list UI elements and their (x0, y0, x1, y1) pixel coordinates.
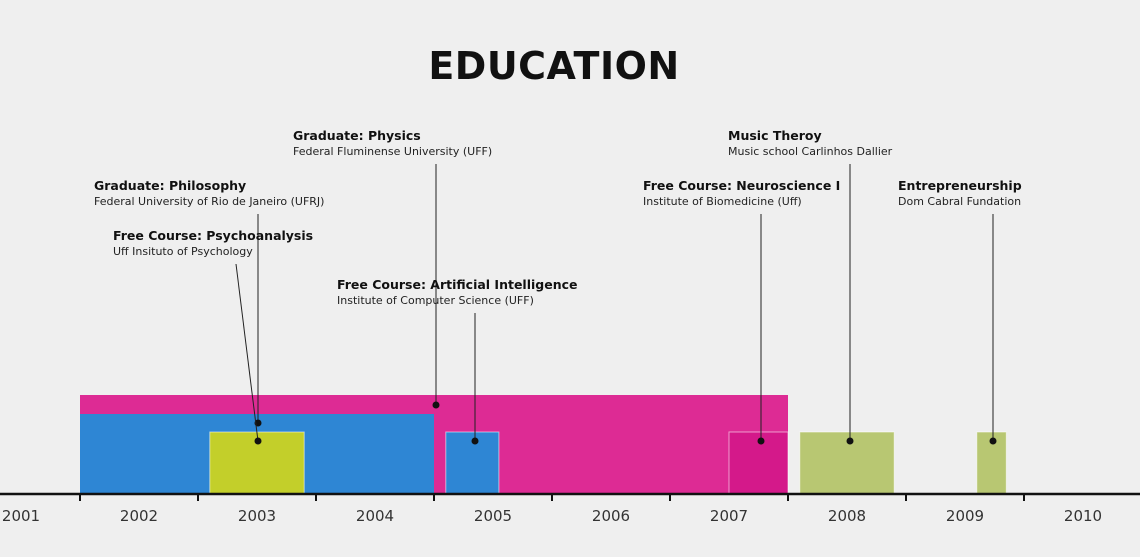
page-title: EDUCATION (428, 44, 680, 88)
entry-institution: Music school Carlinhos Dallier (728, 145, 893, 158)
year-label: 2010 (1064, 507, 1102, 525)
entry-title: Entrepreneurship (898, 178, 1022, 193)
entry-label-entrepreneurship: Entrepreneurship Dom Cabral Fundation (898, 178, 1022, 209)
entry-institution: Federal Fluminense University (UFF) (293, 145, 493, 158)
entry-institution: Federal University of Rio de Janeiro (UF… (94, 195, 325, 208)
year-label: 2006 (592, 507, 630, 525)
year-label: 2005 (474, 507, 512, 525)
marker-dot-entrepreneurship (989, 437, 997, 445)
entry-institution: Dom Cabral Fundation (898, 195, 1022, 208)
entry-label-music: Music Theroy Music school Carlinhos Dalli… (728, 128, 892, 159)
year-label: 2004 (356, 507, 394, 525)
year-label: 2003 (238, 507, 276, 525)
entry-label-philosophy: Graduate: Philosophy Federal University o… (94, 178, 324, 209)
year-label: 2008 (828, 507, 866, 525)
entry-title: Free Course: Artificial Intelligence (337, 277, 578, 292)
entry-title: Graduate: Physics (293, 128, 421, 143)
year-label: 2007 (710, 507, 748, 525)
entry-title: Music Theroy (728, 128, 822, 143)
year-label: 2009 (946, 507, 984, 525)
marker-dot-neuroscience (757, 437, 765, 445)
marker-dot-music (846, 437, 854, 445)
entry-title: Free Course: Neuroscience I (643, 178, 841, 193)
entry-title: Graduate: Philosophy (94, 178, 247, 193)
entry-institution: Institute of Biomedicine (Uff) (643, 195, 802, 208)
marker-dot-psychoanalysis (254, 437, 262, 445)
entry-label-physics: Graduate: Physics Federal Fluminense Univ… (293, 128, 492, 159)
entry-label-psychoanalysis: Free Course: Psychoanalysis Uff Insituto … (113, 228, 313, 259)
year-label: 2001 (2, 507, 40, 525)
entry-title: Free Course: Psychoanalysis (113, 228, 314, 243)
marker-dot-ai (471, 437, 479, 445)
year-label: 2002 (120, 507, 158, 525)
entry-label-neuroscience: Free Course: Neuroscience I Institute of … (643, 178, 840, 209)
marker-dot-physics (432, 401, 440, 409)
entry-institution: Uff Insituto of Psychology (113, 245, 253, 258)
entry-label-ai: Free Course: Artificial Intelligence Inst… (337, 277, 578, 308)
leader-line-psychoanalysis (235, 263, 259, 442)
entry-institution: Institute of Computer Science (UFF) (337, 294, 534, 307)
